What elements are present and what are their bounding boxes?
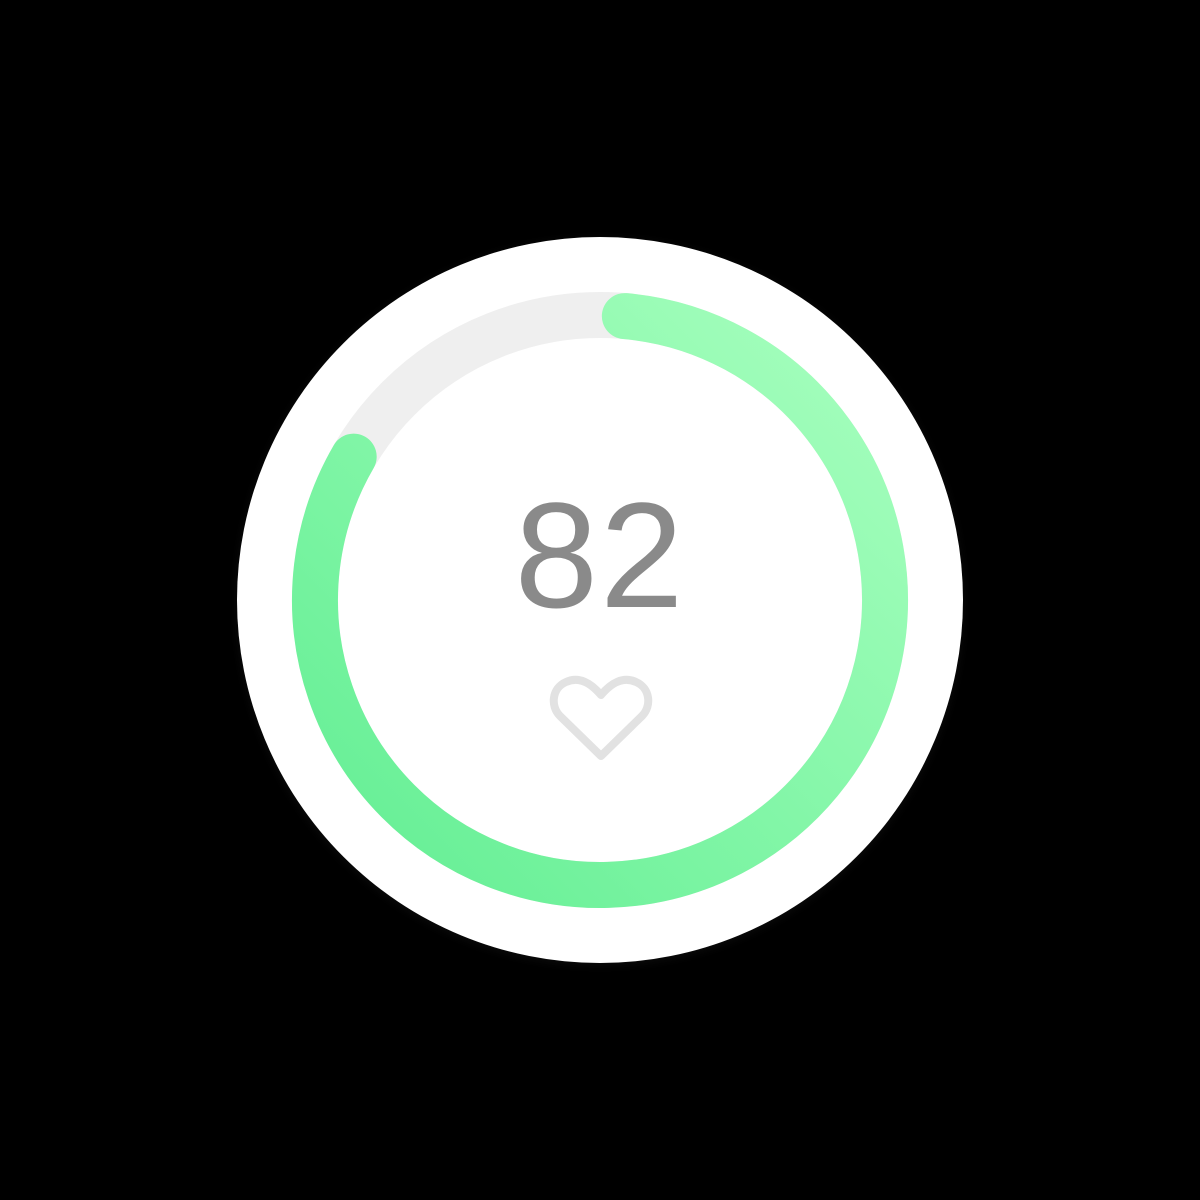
progress-arc <box>292 293 908 908</box>
gauge-value: 82 <box>514 471 686 639</box>
gauge-card <box>237 237 963 963</box>
heart-outline-icon[interactable] <box>546 668 656 768</box>
